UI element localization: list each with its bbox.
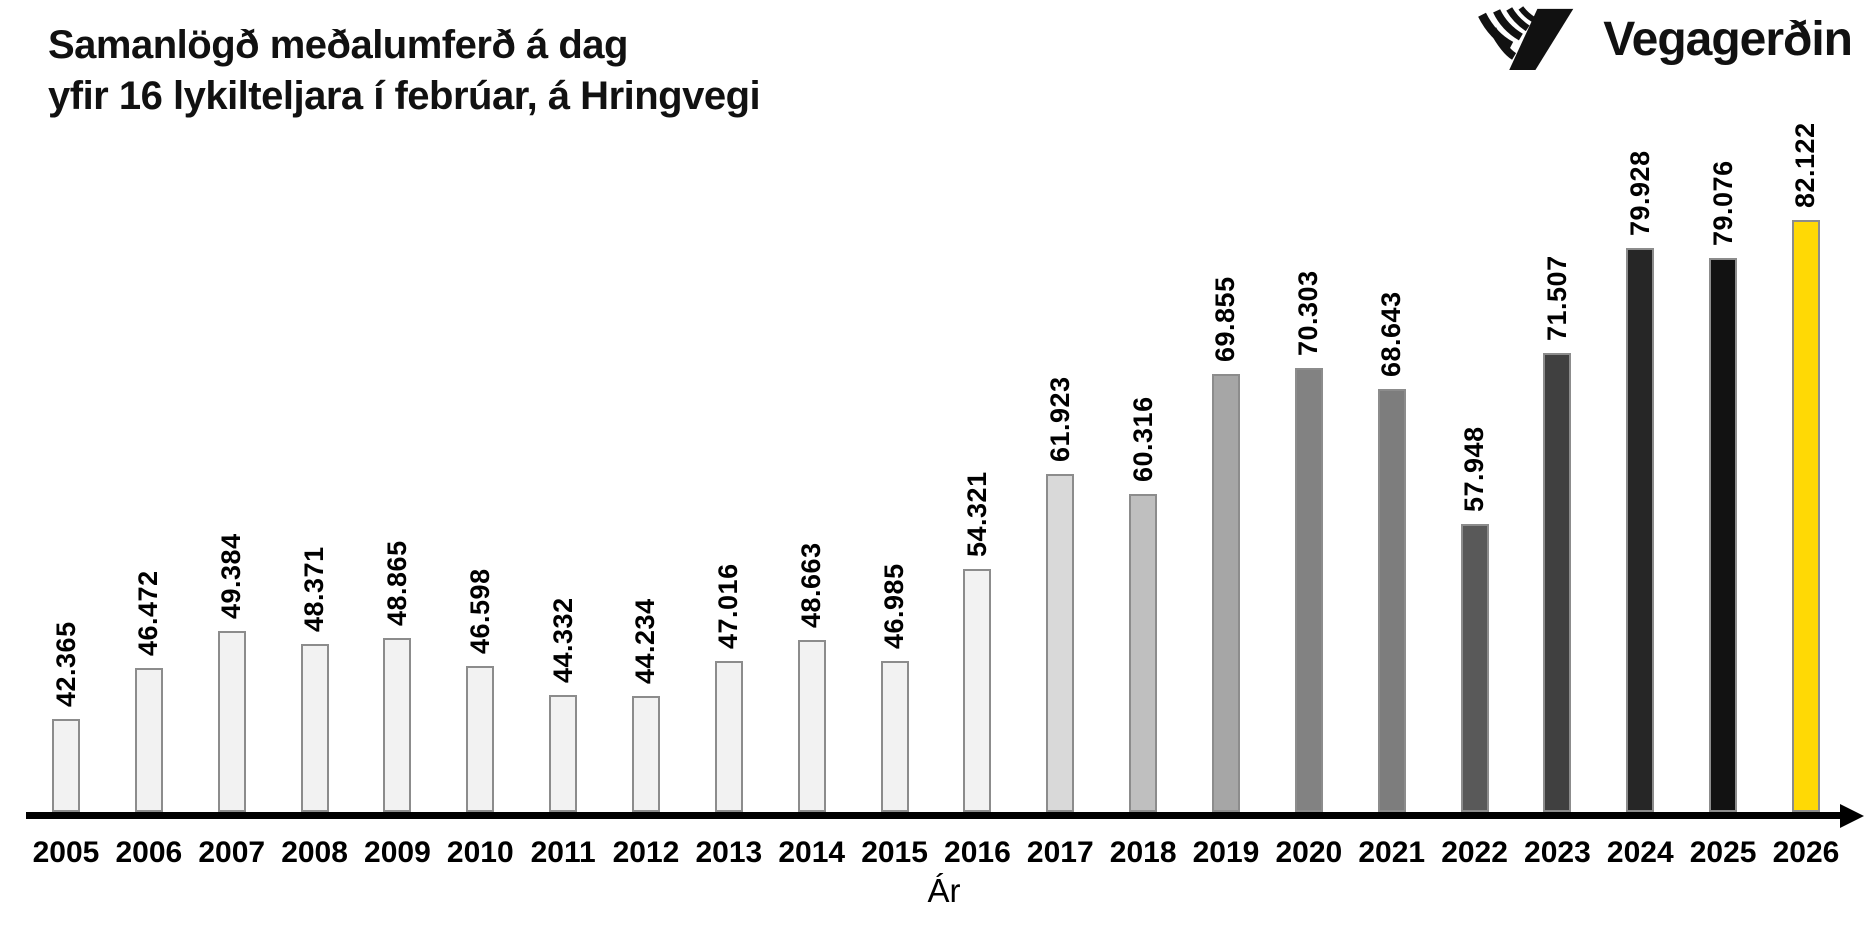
x-tick-2006: 2006 [115, 836, 183, 869]
x-tick-2015: 2015 [861, 836, 928, 869]
bar-value-label-2012: 44.234 [630, 598, 661, 684]
bar-2012 [631, 696, 660, 812]
bar-value-label-2008: 48.371 [299, 546, 330, 632]
bar-value-label-2019: 69.855 [1210, 276, 1241, 362]
x-tick-2024: 2024 [1606, 836, 1674, 869]
bar-2015 [880, 661, 909, 812]
vegagerdin-logo: Vegagerðin [1477, 6, 1853, 72]
bar-value-label-2026: 82.122 [1790, 122, 1821, 208]
bar-value-label-2023: 71.507 [1541, 255, 1572, 341]
bar-2005 [52, 719, 80, 812]
bar-2013 [714, 661, 743, 812]
bar-value-label-2010: 46.598 [464, 568, 495, 654]
bar-value-label-2017: 61.923 [1044, 376, 1075, 462]
bar-2023 [1543, 353, 1572, 812]
bar-2006 [134, 668, 163, 812]
chart-title: Samanlögð meðalumferð á dag yfir 16 lyki… [48, 20, 761, 122]
x-tick-2007: 2007 [198, 836, 266, 869]
x-tick-2016: 2016 [944, 836, 1011, 869]
bar-value-label-2013: 47.016 [713, 563, 744, 649]
x-tick-2014: 2014 [778, 836, 846, 869]
bar-value-label-2021: 68.643 [1376, 291, 1407, 377]
vegagerdin-logo-text: Vegagerðin [1603, 12, 1853, 66]
chart-title-line2: yfir 16 lykilteljara í febrúar, á Hringv… [48, 73, 761, 118]
x-tick-2026: 2026 [1772, 836, 1840, 869]
vegagerdin-logo-mark [1478, 6, 1574, 71]
bar-value-label-2006: 46.472 [133, 570, 164, 656]
bar-2010 [466, 666, 495, 812]
bar-2019 [1211, 374, 1240, 812]
bar-value-label-2016: 54.321 [961, 471, 992, 557]
x-tick-2011: 2011 [530, 836, 596, 869]
bar-2008 [300, 644, 329, 812]
x-tick-2021: 2021 [1358, 836, 1426, 869]
bar-value-label-2025: 79.076 [1707, 160, 1738, 246]
x-tick-2012: 2012 [612, 836, 680, 869]
bar-2022 [1460, 524, 1489, 812]
x-axis-arrow-icon [1840, 804, 1864, 828]
bar-2016 [963, 569, 992, 812]
bar-value-label-2007: 49.384 [216, 533, 247, 619]
bar-value-label-2005: 42.365 [50, 621, 81, 707]
bar-value-label-2018: 60.316 [1127, 396, 1158, 482]
x-tick-2008: 2008 [281, 836, 348, 869]
x-tick-2009: 2009 [364, 836, 431, 869]
x-axis-title: Ár [927, 872, 961, 909]
bar-value-label-2011: 44.332 [547, 597, 578, 683]
x-tick-2022: 2022 [1441, 836, 1508, 869]
bar-2017 [1046, 474, 1075, 812]
bar-value-label-2009: 48.865 [381, 540, 412, 626]
chart-title-line1: Samanlögð meðalumferð á dag [48, 23, 628, 67]
bar-value-label-2022: 57.948 [1459, 426, 1490, 512]
bar-value-label-2020: 70.303 [1293, 270, 1324, 356]
bar-2011 [549, 695, 578, 812]
x-tick-2005: 2005 [32, 836, 100, 869]
x-tick-2025: 2025 [1689, 836, 1757, 869]
bar-value-label-2024: 79.928 [1624, 150, 1655, 236]
bar-2020 [1294, 368, 1323, 812]
x-tick-2020: 2020 [1275, 836, 1343, 869]
bar-2014 [797, 640, 826, 812]
bar-2007 [217, 631, 246, 812]
x-tick-2010: 2010 [446, 836, 514, 869]
x-tick-2023: 2023 [1524, 836, 1591, 869]
bar-2018 [1129, 494, 1158, 812]
x-axis-line [26, 812, 1842, 819]
bar-2009 [383, 638, 412, 812]
bar-value-label-2014: 48.663 [796, 542, 827, 628]
bar-2024 [1626, 248, 1655, 812]
bar-2026 [1791, 220, 1820, 812]
x-tick-2017: 2017 [1026, 836, 1094, 869]
x-tick-2019: 2019 [1192, 836, 1260, 869]
x-tick-2018: 2018 [1109, 836, 1177, 869]
x-tick-2013: 2013 [695, 836, 763, 869]
bar-2025 [1709, 258, 1738, 812]
bar-2021 [1377, 389, 1406, 812]
bar-value-label-2015: 46.985 [879, 563, 910, 649]
